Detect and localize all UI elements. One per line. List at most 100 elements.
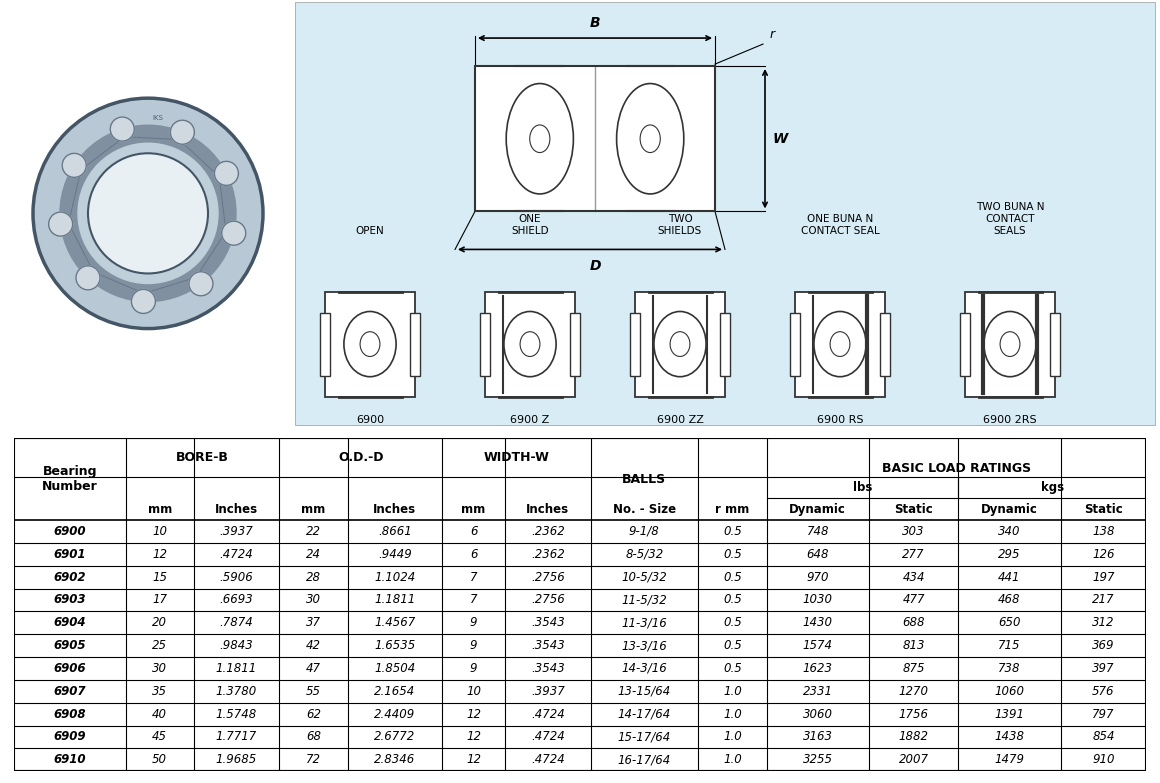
Bar — [479, 312, 491, 376]
Text: 9: 9 — [470, 616, 478, 630]
Circle shape — [189, 272, 213, 296]
Text: 910: 910 — [1093, 753, 1115, 767]
Text: 7: 7 — [470, 571, 478, 583]
Text: 72: 72 — [306, 753, 321, 767]
Text: Inches: Inches — [374, 503, 416, 516]
Text: 10: 10 — [466, 685, 481, 698]
Bar — [790, 312, 800, 376]
Text: kgs: kgs — [1041, 481, 1064, 494]
Text: 1.5748: 1.5748 — [216, 708, 258, 720]
Text: 15: 15 — [152, 571, 167, 583]
Text: 37: 37 — [306, 616, 321, 630]
Text: 126: 126 — [1093, 548, 1115, 561]
Text: 1882: 1882 — [899, 731, 929, 744]
Text: 6900 ZZ: 6900 ZZ — [657, 415, 703, 424]
Text: .8661: .8661 — [378, 525, 412, 538]
Text: 47: 47 — [306, 662, 321, 675]
Text: .4724: .4724 — [531, 753, 565, 767]
Text: 1.0: 1.0 — [723, 708, 741, 720]
Text: 1.7717: 1.7717 — [216, 731, 258, 744]
Text: 16-17/64: 16-17/64 — [618, 753, 670, 767]
Text: .3937: .3937 — [531, 685, 565, 698]
Text: 1438: 1438 — [994, 731, 1024, 744]
Text: WIDTH-W: WIDTH-W — [484, 451, 549, 464]
Text: 340: 340 — [999, 525, 1021, 538]
Text: 6900: 6900 — [53, 525, 86, 538]
Text: 312: 312 — [1093, 616, 1115, 630]
Text: Bearing
Number: Bearing Number — [42, 465, 97, 493]
Text: 6900: 6900 — [356, 415, 384, 424]
Text: .9843: .9843 — [219, 639, 253, 652]
Text: 6909: 6909 — [53, 731, 86, 744]
Ellipse shape — [343, 312, 396, 377]
Text: 197: 197 — [1093, 571, 1115, 583]
Text: OPEN: OPEN — [356, 226, 384, 236]
Bar — [635, 291, 725, 397]
Text: mm: mm — [147, 503, 172, 516]
Text: ONE BUNA N
CONTACT SEAL: ONE BUNA N CONTACT SEAL — [800, 214, 879, 236]
Text: .5906: .5906 — [219, 571, 253, 583]
Text: W: W — [773, 132, 789, 146]
Text: IKS: IKS — [153, 115, 164, 121]
Text: 8-5/32: 8-5/32 — [625, 548, 664, 561]
Ellipse shape — [506, 84, 573, 194]
Text: 1391: 1391 — [994, 708, 1024, 720]
Text: 0.5: 0.5 — [723, 571, 741, 583]
Bar — [959, 312, 971, 376]
Text: 45: 45 — [152, 731, 167, 744]
Bar — [295, 2, 1155, 424]
Text: 1.9685: 1.9685 — [216, 753, 258, 767]
Text: 1623: 1623 — [803, 662, 833, 675]
Text: 12: 12 — [466, 708, 481, 720]
Text: .4724: .4724 — [219, 548, 253, 561]
Text: 0.5: 0.5 — [723, 594, 741, 607]
Text: 28: 28 — [306, 571, 321, 583]
Text: 1270: 1270 — [899, 685, 929, 698]
Bar — [570, 312, 580, 376]
Ellipse shape — [617, 84, 683, 194]
Text: .4724: .4724 — [531, 708, 565, 720]
Text: .3543: .3543 — [531, 639, 565, 652]
Circle shape — [131, 290, 155, 313]
Ellipse shape — [530, 125, 550, 153]
Text: TWO BUNA N
CONTACT
SEALS: TWO BUNA N CONTACT SEALS — [976, 201, 1044, 236]
Text: 13-3/16: 13-3/16 — [622, 639, 667, 652]
Text: 748: 748 — [806, 525, 829, 538]
Bar — [409, 312, 420, 376]
Text: 42: 42 — [306, 639, 321, 652]
Text: 875: 875 — [902, 662, 925, 675]
Text: Dynamic: Dynamic — [981, 503, 1038, 516]
Text: 0.5: 0.5 — [723, 548, 741, 561]
Text: 9-1/8: 9-1/8 — [629, 525, 660, 538]
Text: 813: 813 — [902, 639, 925, 652]
Text: O.D.-D: O.D.-D — [338, 451, 384, 464]
Text: 3255: 3255 — [803, 753, 833, 767]
Text: 397: 397 — [1093, 662, 1115, 675]
Text: 7: 7 — [470, 594, 478, 607]
Circle shape — [88, 153, 208, 273]
Circle shape — [171, 121, 195, 144]
Ellipse shape — [1000, 332, 1020, 356]
Ellipse shape — [360, 332, 380, 356]
Text: Dynamic: Dynamic — [789, 503, 846, 516]
Text: 1.0: 1.0 — [723, 753, 741, 767]
Circle shape — [110, 117, 135, 141]
Bar — [325, 291, 415, 397]
Text: 50: 50 — [152, 753, 167, 767]
Bar — [630, 312, 640, 376]
Text: r mm: r mm — [716, 503, 749, 516]
Ellipse shape — [984, 312, 1036, 377]
Text: 797: 797 — [1093, 708, 1115, 720]
Text: 15-17/64: 15-17/64 — [618, 731, 670, 744]
Text: 1.1024: 1.1024 — [375, 571, 415, 583]
Circle shape — [49, 212, 73, 236]
Text: lbs: lbs — [853, 481, 872, 494]
Text: 1.1811: 1.1811 — [216, 662, 258, 675]
Text: Static: Static — [1083, 503, 1123, 516]
Text: 434: 434 — [902, 571, 925, 583]
Circle shape — [77, 265, 100, 290]
Text: mm: mm — [302, 503, 326, 516]
Text: 20: 20 — [152, 616, 167, 630]
Text: 650: 650 — [999, 616, 1021, 630]
Text: 12: 12 — [152, 548, 167, 561]
